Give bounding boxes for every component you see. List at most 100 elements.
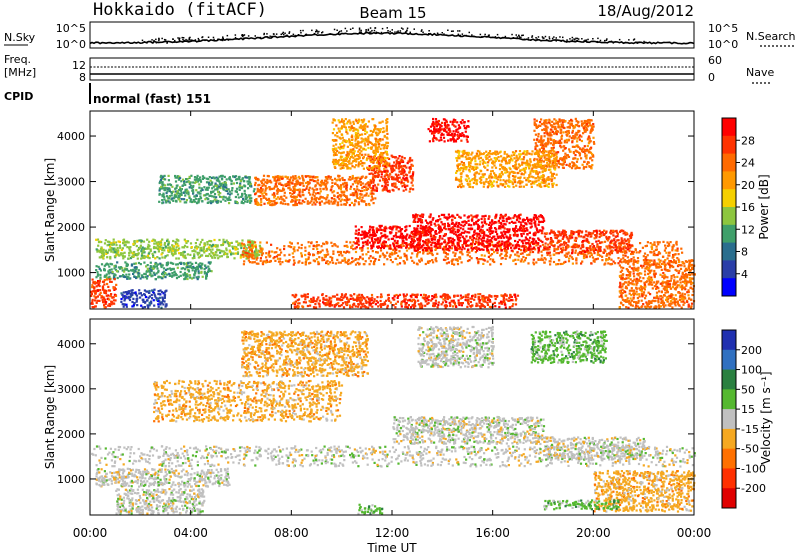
velocity-colorbar-label: Velocity [m s⁻¹]	[759, 371, 773, 464]
data-band	[120, 288, 168, 309]
colorbar-swatch	[722, 224, 736, 244]
nsky-left-tick-bottom: 10^0	[56, 38, 86, 51]
nave-tick-top: 60	[708, 54, 722, 67]
data-band	[392, 415, 546, 446]
x-tick-label: 00:00	[677, 526, 712, 540]
y-tick-label: 3000	[57, 176, 85, 189]
colorbar-tick-label: 50	[741, 383, 755, 396]
colorbar-swatch	[722, 207, 736, 226]
colorbar-tick-label: 15	[741, 403, 755, 416]
data-band	[530, 330, 608, 364]
nsky-label: N.Sky	[4, 31, 36, 44]
velocity-colorbar: 200 100 50 15 -15 -50 -100 -200 Velocity [m s⁻¹…	[721, 329, 773, 509]
colorbar-tick-label: 100	[741, 364, 762, 377]
nsearch-trace	[141, 27, 645, 44]
colorbar-tick-label: 28	[741, 134, 755, 147]
y-tick-label: 4000	[57, 338, 85, 351]
data-band	[254, 174, 377, 207]
power-colorbar-label: Power [dB]	[757, 174, 771, 239]
data-band	[543, 436, 646, 461]
freq-label: Freq.	[4, 53, 31, 66]
y-tick-label: 1000	[57, 473, 85, 486]
data-band	[331, 118, 390, 170]
colorbar-swatch	[722, 369, 736, 390]
power-ylabel: Slant Range [km]	[43, 158, 57, 262]
cpid-label: CPID	[4, 90, 33, 103]
data-band	[95, 467, 231, 488]
time-axis-label: Time UT	[366, 541, 417, 554]
power-colorbar: 28 24 20 16 12 8 4 Power [dB]	[721, 117, 771, 297]
time-axis: 00:00 04:00 08:00 12:00 16:00 20:00 00:00	[73, 526, 712, 540]
colorbar-tick-label: 24	[741, 157, 755, 170]
x-tick-label: 20:00	[576, 526, 611, 540]
freq-unit: [MHz]	[4, 66, 36, 79]
data-band	[90, 278, 118, 309]
beam-title: Beam 15	[359, 4, 426, 22]
colorbar-swatch	[722, 330, 736, 351]
data-band	[417, 325, 495, 369]
data-band	[95, 238, 263, 260]
y-tick-label: 2000	[57, 428, 85, 441]
data-band	[533, 117, 596, 170]
y-tick-label: 2000	[57, 221, 85, 234]
colorbar-swatch	[722, 171, 736, 190]
colorbar-tick-label: -15	[741, 423, 759, 436]
y-tick-label: 1000	[57, 267, 85, 280]
x-tick-label: 08:00	[274, 526, 309, 540]
colorbar-swatch	[722, 448, 736, 469]
nsky-trace	[89, 31, 695, 45]
date-title: 18/Aug/2012	[597, 2, 694, 20]
colorbar-swatch	[722, 260, 736, 279]
nave-label: Nave	[746, 66, 774, 79]
nsearch-label: N.Search	[746, 30, 796, 43]
colorbar-swatch	[722, 468, 736, 489]
data-band	[158, 174, 256, 205]
data-band	[454, 149, 558, 189]
freq-panel: Freq. [MHz] 12 8 60 0 Nave	[4, 53, 774, 84]
freq-tick-top: 12	[72, 59, 86, 72]
velocity-ylabel: Slant Range [km]	[43, 365, 57, 469]
data-band	[91, 445, 697, 468]
colorbar-swatch	[722, 278, 736, 297]
nsky-left-tick-top: 10^5	[56, 22, 86, 35]
x-tick-label: 04:00	[173, 526, 208, 540]
data-band	[412, 213, 546, 252]
velocity-heatmap	[89, 319, 697, 515]
colorbar-swatch	[722, 153, 736, 172]
data-band	[543, 499, 620, 511]
data-band	[543, 229, 634, 255]
data-band	[291, 293, 520, 309]
data-band	[357, 503, 384, 515]
colorbar-tick-label: 200	[741, 344, 762, 357]
x-tick-label: 00:00	[73, 526, 108, 540]
colorbar-tick-label: 4	[741, 268, 748, 281]
x-tick-label: 16:00	[475, 526, 510, 540]
colorbar-tick-label: -200	[741, 482, 766, 495]
data-band	[115, 488, 206, 515]
colorbar-tick-label: -100	[741, 462, 766, 475]
colorbar-tick-label: 12	[741, 223, 755, 236]
colorbar-swatch	[722, 189, 736, 208]
colorbar-swatch	[722, 349, 736, 371]
y-tick-label: 4000	[57, 130, 85, 143]
colorbar-swatch	[722, 488, 736, 509]
colorbar-swatch	[722, 118, 736, 137]
x-tick-label: 12:00	[375, 526, 410, 540]
nave-tick-bottom: 0	[708, 71, 715, 84]
colorbar-tick-label: 16	[741, 201, 755, 214]
colorbar-tick-label: 20	[741, 179, 755, 192]
colorbar-swatch	[722, 242, 736, 261]
colorbar-swatch	[722, 428, 736, 450]
cpid-value: normal (fast) 151	[93, 92, 211, 106]
colorbar-swatch	[722, 389, 736, 410]
data-band	[95, 261, 213, 281]
velocity-y-axis: 1000 2000 3000 4000	[57, 338, 694, 486]
colorbar-swatch	[722, 409, 736, 430]
data-band	[153, 379, 344, 423]
nsky-right-tick-bottom: 10^0	[708, 38, 738, 51]
station-title: Hokkaido (fitACF)	[93, 0, 267, 20]
power-heatmap	[89, 111, 696, 309]
colorbar-tick-label: 8	[741, 246, 748, 259]
